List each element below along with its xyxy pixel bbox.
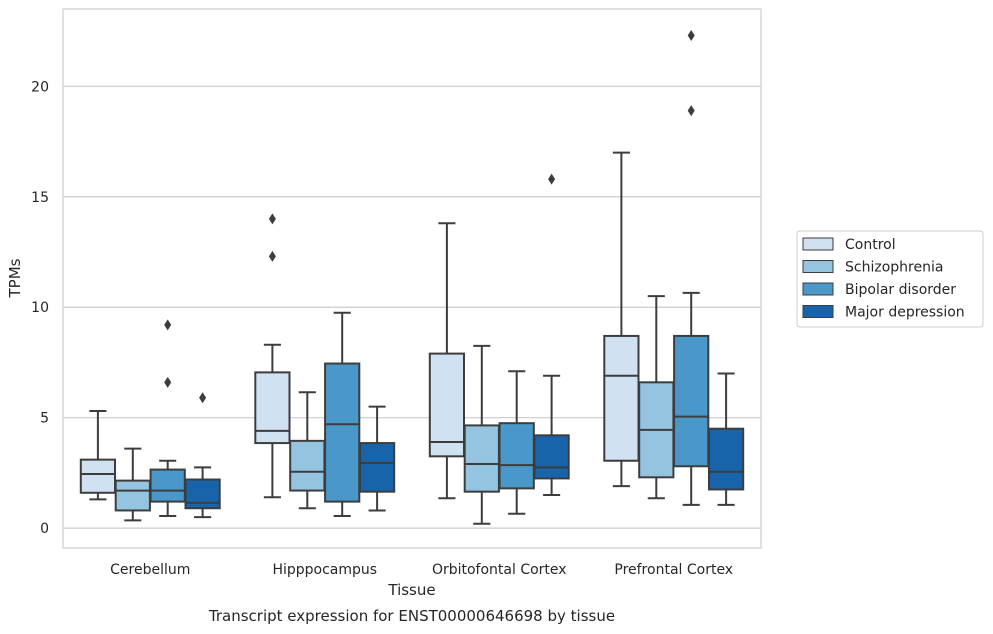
- box-0-1: [114, 447, 151, 522]
- box-1-2: [324, 311, 361, 517]
- legend-label: Bipolar disorder: [845, 282, 956, 298]
- y-tick-label: 5: [40, 411, 49, 427]
- box-iqr: [707, 427, 745, 491]
- box-iqr: [463, 424, 500, 493]
- box-1-0: [254, 213, 291, 499]
- box-iqr: [149, 468, 186, 503]
- y-tick-label: 10: [31, 300, 49, 316]
- y-axis-label: TPMs: [6, 258, 24, 298]
- box-iqr: [603, 334, 640, 462]
- box-3-2: [673, 30, 710, 506]
- x-tick-label: Hipppocampus: [272, 562, 377, 578]
- outlier-point: [164, 376, 172, 388]
- x-tick-label: Cerebellum: [110, 562, 190, 578]
- y-axis-ticks: 0 5 10 15 20: [31, 79, 49, 537]
- legend-label: Control: [845, 237, 896, 253]
- outlier-point: [164, 319, 172, 331]
- legend-label: Schizophrenia: [845, 260, 943, 276]
- box-2-1: [463, 344, 500, 525]
- box-0-3: [184, 392, 221, 519]
- y-tick-label: 15: [31, 190, 49, 206]
- box-iqr: [498, 422, 535, 490]
- box-2-2: [498, 370, 535, 515]
- box-iqr: [533, 434, 570, 480]
- box-2-0: [428, 222, 466, 500]
- box-iqr: [184, 478, 221, 510]
- y-tick-label: 20: [31, 79, 49, 95]
- legend-swatch: [802, 260, 834, 273]
- box-iqr: [428, 352, 466, 458]
- box-iqr: [254, 371, 291, 445]
- outlier-point: [548, 173, 556, 185]
- boxes: [79, 30, 745, 525]
- legend-label: Major depression: [845, 305, 965, 321]
- box-3-3: [707, 372, 745, 506]
- box-iqr: [79, 458, 117, 494]
- box-iqr: [358, 442, 396, 493]
- box-iqr: [673, 334, 710, 468]
- chart-caption: Transcript expression for ENST0000064669…: [208, 607, 615, 625]
- legend-frame: [796, 230, 984, 328]
- legend-swatch: [802, 282, 834, 296]
- box-iqr: [114, 479, 151, 512]
- box-3-1: [638, 295, 675, 500]
- box-iqr: [289, 439, 326, 492]
- box-iqr: [324, 362, 361, 503]
- box-3-0: [603, 151, 640, 488]
- x-axis-label: Tissue: [387, 581, 435, 599]
- box-1-3: [358, 405, 396, 512]
- outlier-point: [199, 392, 207, 404]
- outlier-point: [268, 213, 276, 225]
- box-2-3: [533, 173, 570, 496]
- outlier-point: [687, 105, 695, 117]
- outlier-point: [268, 250, 276, 262]
- box-1-1: [289, 391, 326, 510]
- legend: Control Schizophrenia Bipolar disorder Majo…: [796, 230, 984, 328]
- legend-swatch: [802, 237, 834, 251]
- legend-swatch: [802, 305, 834, 318]
- box-0-2: [149, 319, 186, 517]
- x-axis-ticks: Cerebellum Hipppocampus Orbitofontal Corte…: [110, 562, 733, 578]
- x-tick-label: Orbitofontal Cortex: [432, 562, 567, 578]
- x-tick-label: Prefrontal Cortex: [614, 562, 733, 578]
- box-0-0: [79, 410, 117, 501]
- y-tick-label: 0: [40, 521, 49, 537]
- outlier-point: [687, 30, 695, 42]
